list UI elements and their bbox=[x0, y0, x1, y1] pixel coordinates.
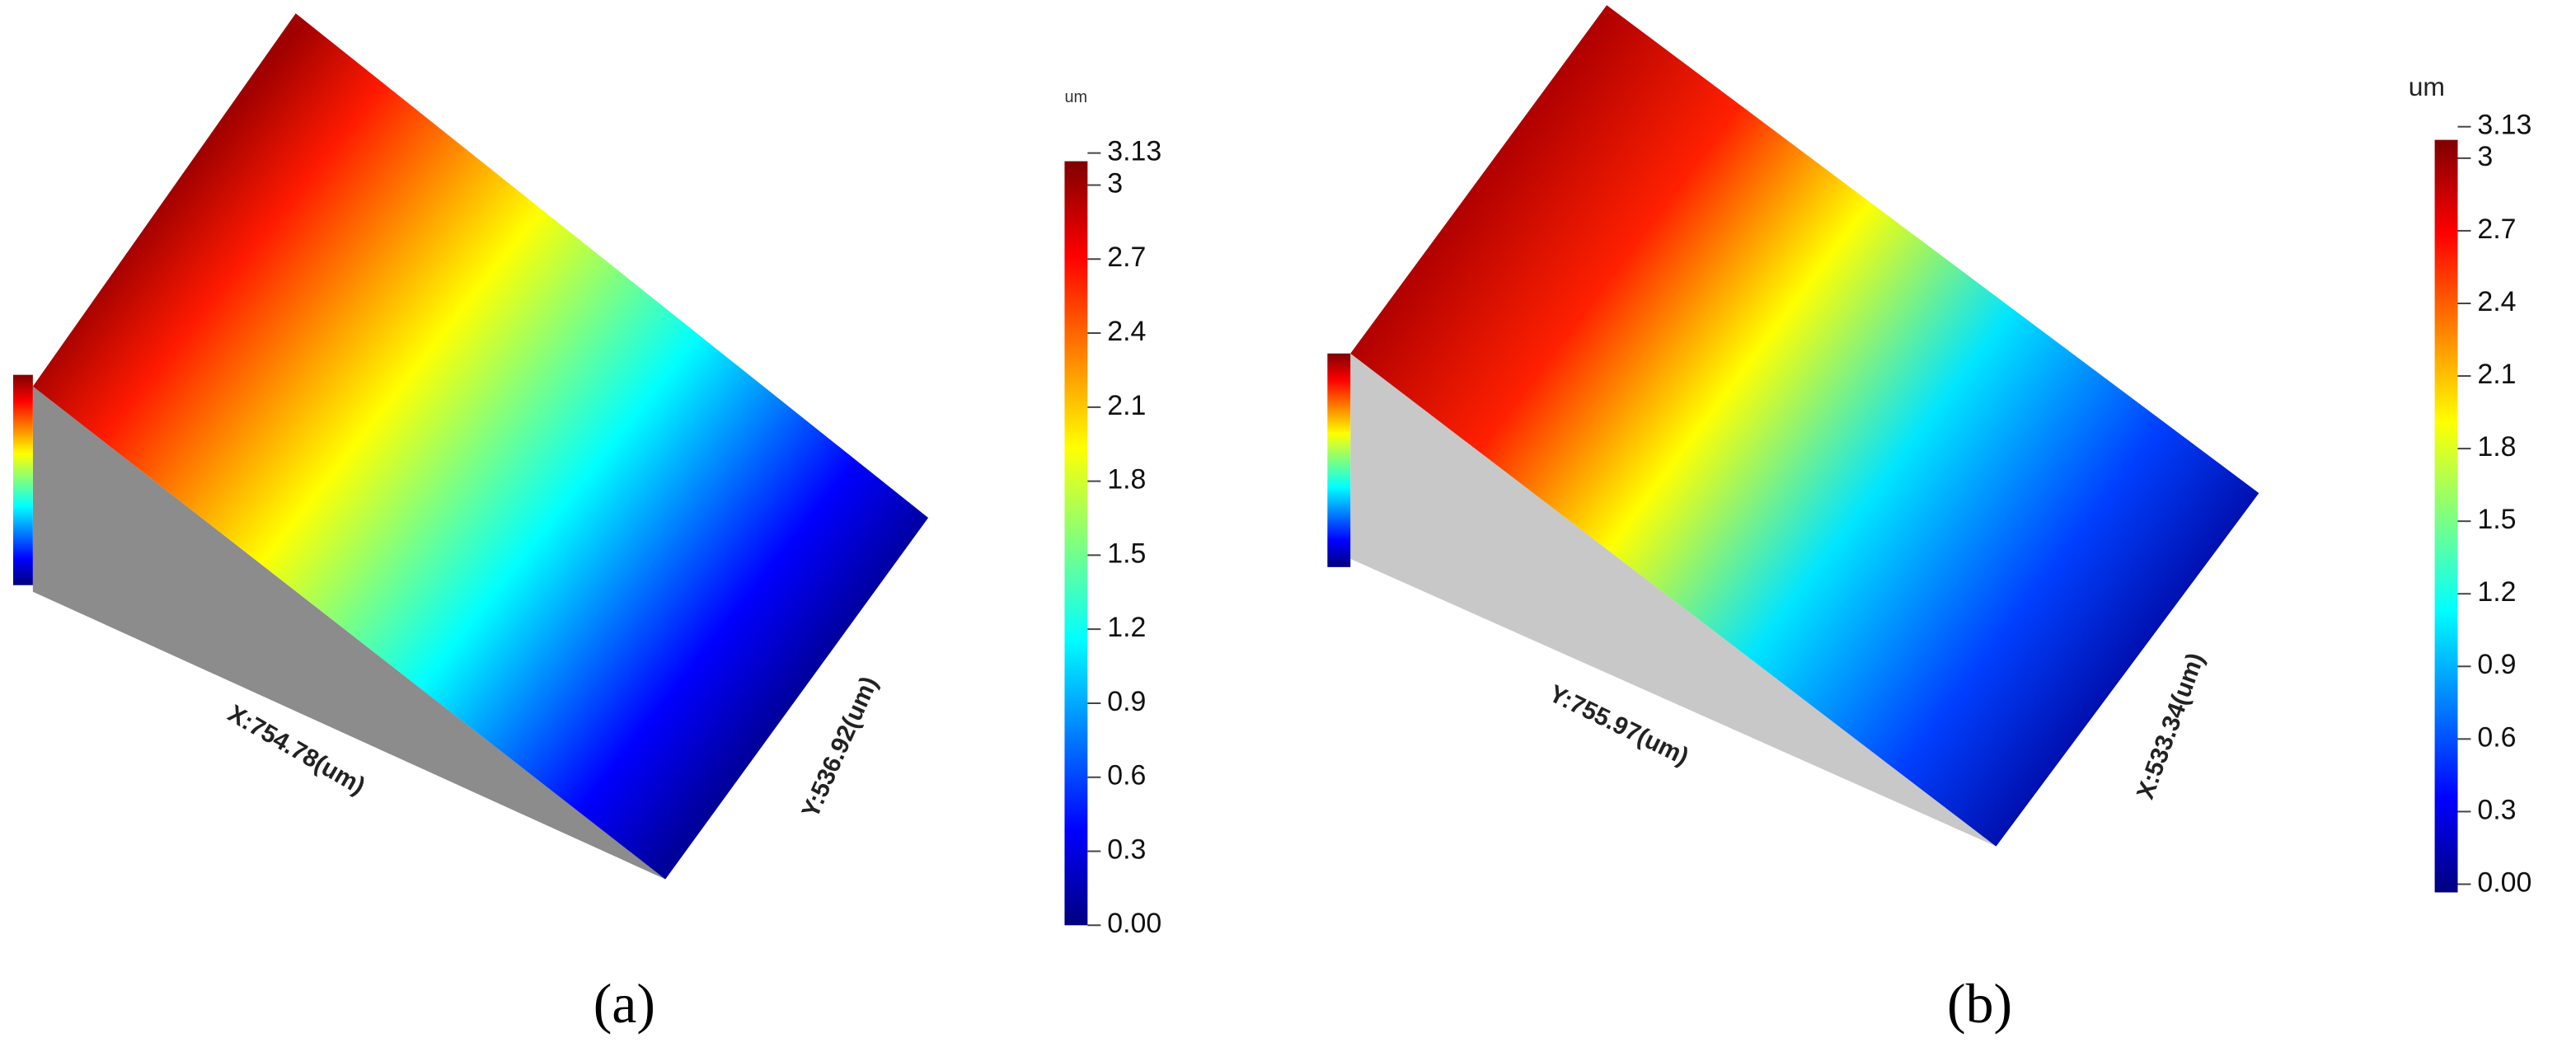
colorbar-tick-label: 2.1 bbox=[1107, 390, 1146, 421]
colorbar-tick-label: 3.13 bbox=[2477, 110, 2531, 141]
colorbar-tick-label: 0.6 bbox=[2477, 721, 2516, 753]
surface bbox=[32, 13, 929, 880]
panel-label: (a) bbox=[594, 973, 655, 1035]
colorbar bbox=[1064, 161, 1088, 926]
mini-colorbar bbox=[1327, 353, 1351, 567]
colorbar-tick-label: 0.3 bbox=[1107, 834, 1146, 865]
colorbar-tick-label: 3 bbox=[1107, 167, 1123, 199]
colorbar-tick-label: 2.1 bbox=[2477, 359, 2516, 390]
colorbar bbox=[2434, 139, 2458, 893]
mini-colorbar bbox=[12, 374, 33, 585]
colorbar-tick-label: 1.8 bbox=[1107, 464, 1146, 495]
colorbar-tick-label: 0.00 bbox=[1107, 908, 1161, 939]
colorbar-tick-label: 2.7 bbox=[2477, 214, 2516, 245]
colorbar-tick-label: 0.9 bbox=[2477, 649, 2516, 680]
colorbar-tick-label: 1.5 bbox=[1107, 538, 1146, 569]
colorbar-tick-label: 0.9 bbox=[1107, 686, 1146, 717]
colorbar-tick-label: 0.6 bbox=[1107, 760, 1146, 791]
colorbar-tick-label: 1.5 bbox=[2477, 504, 2516, 535]
colorbar-tick-label: 1.2 bbox=[2477, 576, 2516, 608]
colorbar-tick-label: 2.7 bbox=[1107, 242, 1146, 273]
colorbar-tick-label: 3 bbox=[2477, 141, 2493, 172]
colorbar-tick-label: 3.13 bbox=[1107, 136, 1161, 167]
colorbar-tick-label: 1.8 bbox=[2477, 431, 2516, 463]
surface bbox=[1350, 5, 2259, 847]
colorbar-unit: um bbox=[1064, 88, 1087, 106]
axis-label: Y:536.92(um) bbox=[796, 673, 883, 822]
colorbar-tick-label: 2.4 bbox=[1107, 316, 1146, 347]
colorbar-tick-label: 2.4 bbox=[2477, 286, 2516, 317]
colorbar-tick-label: 1.2 bbox=[1107, 612, 1146, 643]
colorbar-tick-label: 0.3 bbox=[2477, 794, 2516, 825]
colorbar-unit: um bbox=[2409, 72, 2445, 101]
panel-label: (b) bbox=[1947, 973, 2012, 1035]
axis-label: X:533.34(um) bbox=[2132, 650, 2210, 803]
colorbar-tick-label: 0.00 bbox=[2477, 866, 2531, 898]
